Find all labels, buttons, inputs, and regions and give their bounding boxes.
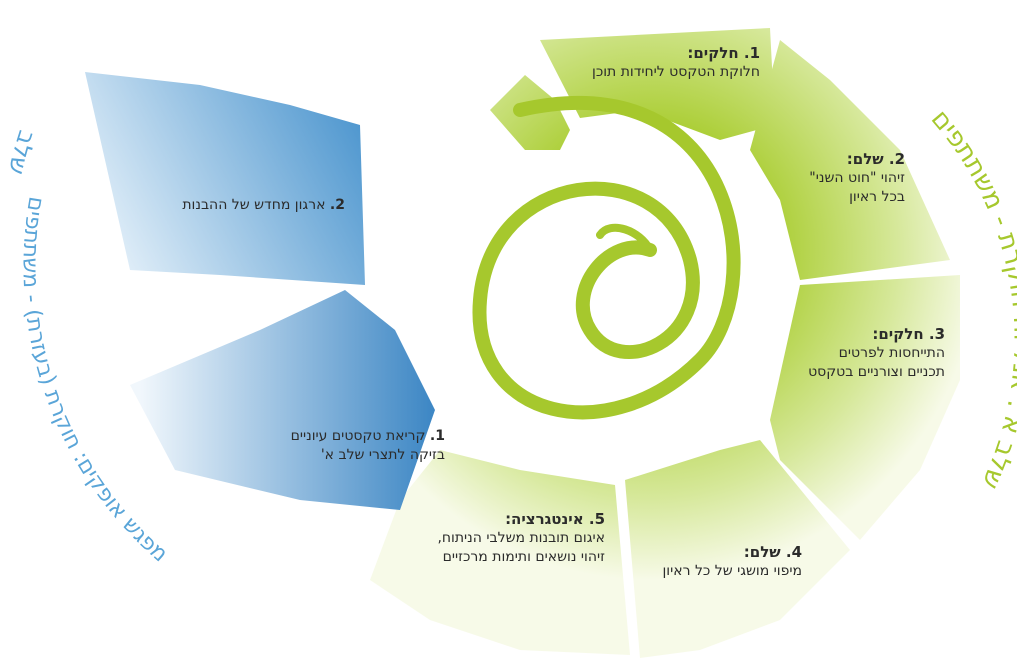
step-3-line2: תכניים וצורניים בטקסט bbox=[808, 364, 945, 380]
blue-segment-2 bbox=[85, 72, 365, 285]
step-2-line1: זיהוי "חוט השני" bbox=[809, 170, 905, 186]
segment-2 bbox=[750, 40, 950, 280]
spiral bbox=[472, 96, 741, 420]
step-1-title: 1. חלקים: bbox=[687, 44, 760, 62]
blue-step-1-title: 1. bbox=[429, 428, 445, 444]
segment-1 bbox=[540, 28, 775, 140]
blue-step-1-label: 1. קריאת טקסטים עיוניים בזיקה לתצרי שלב … bbox=[205, 427, 445, 465]
arc-title-blue-top: שלב ב': bbox=[0, 0, 41, 177]
blue-step-2-line1: ארגון מחדש של ההבנות bbox=[182, 197, 326, 213]
blue-step-1-line2: בזיקה לתצרי שלב א' bbox=[320, 447, 445, 463]
step-1-label: 1. חלקים: חלוקת הטקסט ליחידות תוכן bbox=[520, 44, 760, 82]
step-5-line2: זיהוי נושאים ותימות מרכזיים bbox=[442, 549, 605, 565]
step-4-line1: מיפוי מושגי של כל ראיון bbox=[662, 563, 802, 579]
step-5-label: 5. אינטגרציה: איגום תובנות משלבי הניתוח,… bbox=[355, 510, 605, 567]
blue-segment-1 bbox=[130, 290, 435, 510]
blue-step-1-line1: קריאת טקסטים עיוניים bbox=[290, 428, 426, 444]
segment-4 bbox=[625, 440, 850, 658]
step-4-title: 4. שלם: bbox=[743, 543, 802, 561]
step-5-title: 5. אינטגרציה: bbox=[505, 510, 605, 528]
step-2-title: 2. שלם: bbox=[846, 150, 905, 168]
blue-step-2-title: 2. bbox=[329, 197, 345, 213]
step-4-label: 4. שלם: מיפוי מושגי של כל ראיון bbox=[582, 543, 802, 581]
segment-3 bbox=[770, 275, 960, 540]
step-2-line2: בכל ראיון bbox=[849, 189, 905, 205]
step-2-label: 2. שלם: זיהוי "חוט השני" בכל ראיון bbox=[705, 150, 905, 207]
step-5-line1: איגום תובנות משלבי הניתוח, bbox=[437, 530, 605, 546]
spiral-tail bbox=[596, 223, 654, 254]
blue-step-2-label: 2. ארגון מחדש של ההבנות bbox=[105, 196, 345, 215]
step-3-title: 3. חלקים: bbox=[872, 325, 945, 343]
step-1-line1: חלוקת הטקסט ליחידות תוכן bbox=[592, 64, 760, 80]
step-3-label: 3. חלקים: התייחסות לפרטים תכניים וצורניי… bbox=[725, 325, 945, 382]
segment-5 bbox=[370, 450, 630, 655]
step-3-line1: התייחסות לפרטים bbox=[838, 345, 945, 361]
